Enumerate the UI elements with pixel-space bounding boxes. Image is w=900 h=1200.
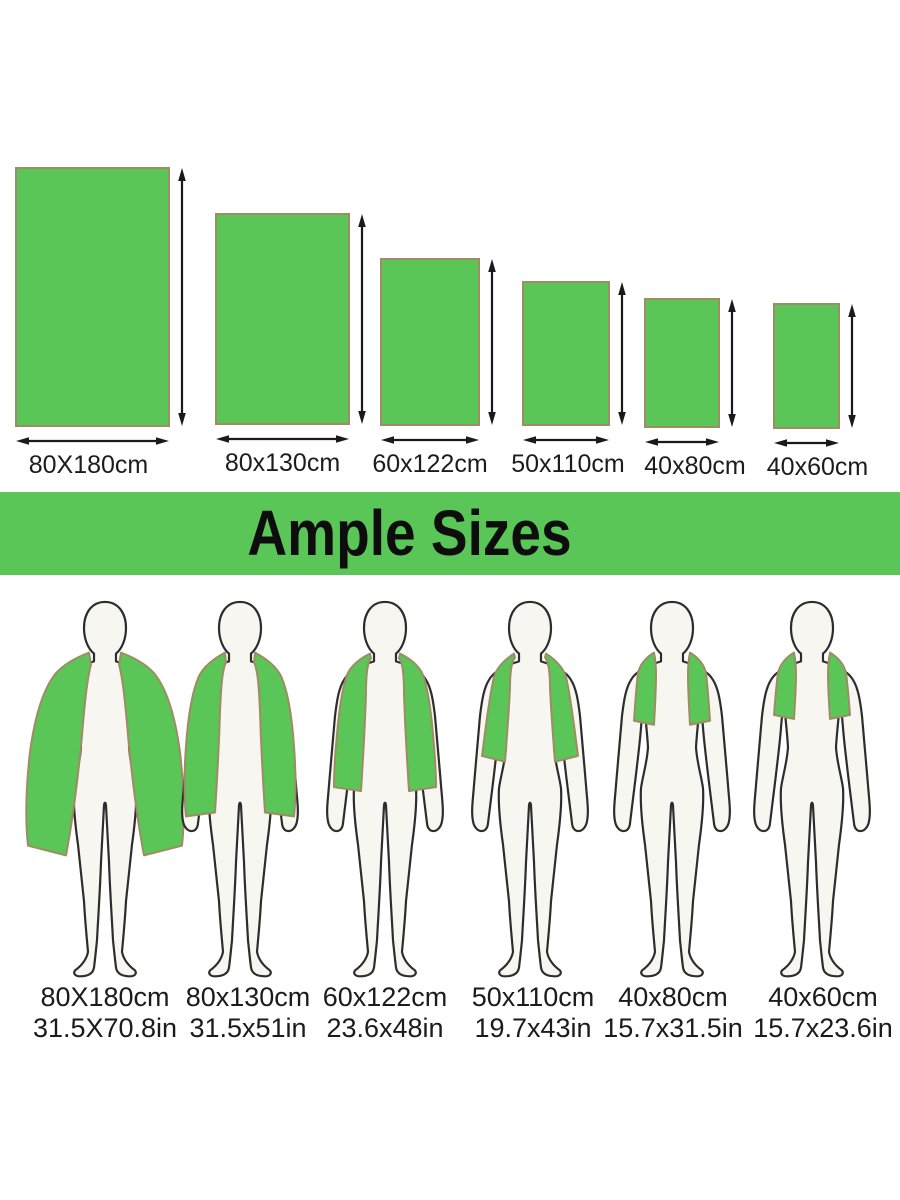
double-arrow-vertical-icon [484,258,500,426]
figure-size-label: 40x60cm15.7x23.6in [723,982,900,1044]
towel-drape [688,653,710,725]
towel-drape [634,653,656,725]
towel-drape [828,653,850,719]
towel-swatch [15,167,170,427]
double-arrow-vertical-icon [614,281,630,426]
towel-swatch [773,303,840,429]
double-arrow-vertical-icon [724,298,740,428]
towel-swatch [215,213,350,425]
body-outline [472,602,588,976]
ample-sizes-banner: Ample Sizes [0,492,900,575]
banner-title: Ample Sizes [248,492,572,575]
double-arrow-horizontal-icon [380,432,480,448]
towel-swatch [380,258,480,426]
double-arrow-vertical-icon [844,303,860,429]
towel-swatch [522,281,610,426]
double-arrow-horizontal-icon [644,434,720,450]
double-arrow-horizontal-icon [15,433,170,449]
towel-drape [774,653,796,719]
size-label-cm: 80X180cm [0,451,179,480]
size-label-cm: 40x60cm [728,453,900,482]
figure-size-in: 15.7x23.6in [723,1013,900,1044]
double-arrow-vertical-icon [354,213,370,425]
body-outline [754,602,870,976]
figure-size-cm: 40x60cm [723,982,900,1013]
body-outline [614,602,730,976]
double-arrow-horizontal-icon [773,435,840,451]
double-arrow-horizontal-icon [522,432,610,448]
human-figure [727,598,897,988]
towel-size-infographic: 80X180cm80x130cm60x122cm50x110cm40x80cm4… [0,0,900,1200]
double-arrow-vertical-icon [174,167,190,427]
towel-swatch [644,298,720,428]
double-arrow-horizontal-icon [215,431,350,447]
